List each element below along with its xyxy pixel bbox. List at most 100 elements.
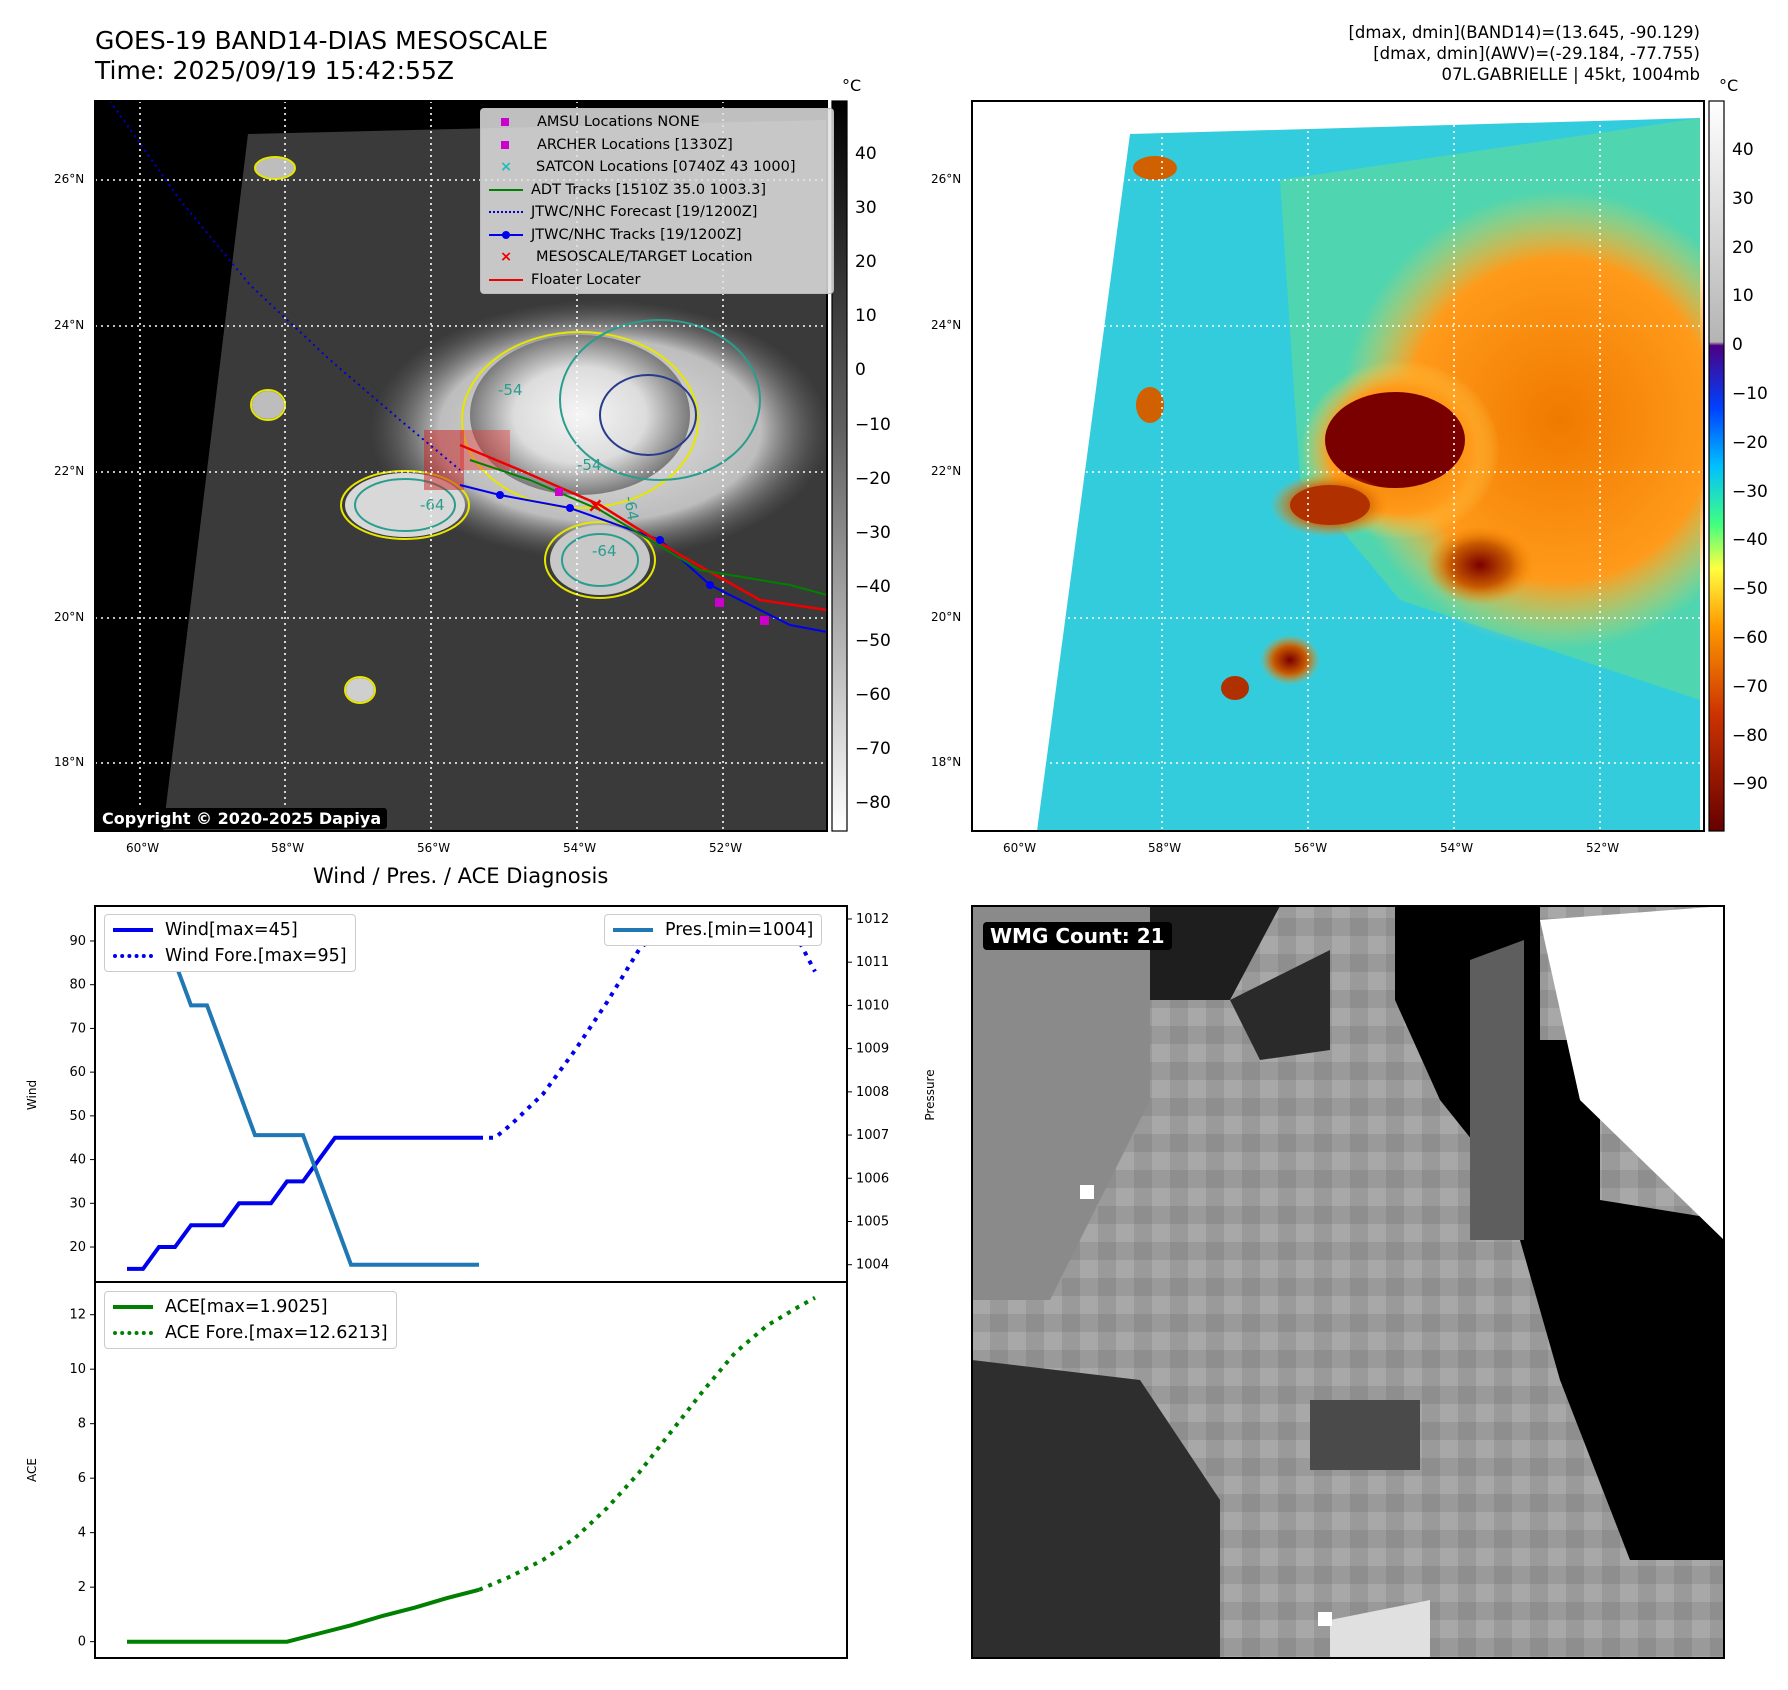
legend-wind: Wind[max=45] xyxy=(113,917,347,943)
lat-label: 26°N xyxy=(54,172,85,186)
lon-label: 58°W xyxy=(271,841,305,855)
wind-legend: Wind[max=45] Wind Fore.[max=95] xyxy=(104,914,356,972)
map-left-frame xyxy=(94,100,828,832)
gray-colorbar-tick-label: 40 xyxy=(855,144,877,164)
solid-line-icon xyxy=(113,1305,153,1309)
jtwc-track-point xyxy=(706,581,714,589)
gray-colorbar-tick-label: −80 xyxy=(855,793,891,814)
archer-location xyxy=(715,598,724,607)
wind-axis-label: Wind xyxy=(25,1080,39,1110)
wind-tick-label: 80 xyxy=(69,978,86,993)
ace-tick-label: 2 xyxy=(78,1580,86,1595)
contour-label: -64 xyxy=(420,496,445,514)
color-colorbar-tick-label: −50 xyxy=(1732,579,1768,600)
info-awv-range: [dmax, dmin](AWV)=(-29.184, -77.755) xyxy=(1373,44,1700,63)
wind-axis-ticks: 90 80 70 60 50 40 30 20 xyxy=(69,934,95,1255)
lat-label: 26°N xyxy=(931,172,962,186)
lon-label: 54°W xyxy=(563,841,597,855)
gray-colorbar-tick-label: −50 xyxy=(855,630,891,651)
contour-label: -54 xyxy=(498,381,523,399)
figure-info: [dmax, dmin](BAND14)=(13.645, -90.129) [… xyxy=(1348,22,1700,85)
legend-ace: ACE[max=1.9025] xyxy=(113,1294,388,1320)
ace-legend: ACE[max=1.9025] ACE Fore.[max=12.6213] xyxy=(104,1291,397,1349)
pressure-tick-label: 1012 xyxy=(856,912,889,927)
ace-tick-label: 4 xyxy=(78,1526,86,1541)
lon-label: 56°W xyxy=(1294,841,1328,855)
gray-colorbar-unit: °C xyxy=(842,76,862,95)
pressure-line xyxy=(127,917,479,1267)
x-marker-icon: × xyxy=(500,249,513,265)
ace-tick-label: 10 xyxy=(69,1362,86,1377)
lat-label: 20°N xyxy=(54,610,85,624)
pressure-legend: Pres.[min=1004] xyxy=(604,914,823,946)
contour-label: -54 xyxy=(577,456,602,474)
gray-colorbar-tick-label: 10 xyxy=(855,306,877,327)
lon-label: 52°W xyxy=(709,841,743,855)
solid-line-icon xyxy=(113,928,153,932)
pressure-axis-ticks: 1012 1011 1010 1009 1008 1007 1006 1005 1004 xyxy=(847,912,889,1273)
ace-tick-label: 12 xyxy=(69,1308,86,1323)
legend-ace-forecast: ACE Fore.[max=12.6213] xyxy=(113,1320,388,1346)
gray-colorbar-tick-label: 0 xyxy=(855,360,866,381)
grid-right xyxy=(972,101,1704,831)
archer-location xyxy=(555,488,563,496)
legend-item-amsu: AMSU Locations NONE xyxy=(487,111,827,134)
lat-label: 20°N xyxy=(931,610,962,624)
wind-tick-label: 40 xyxy=(69,1153,86,1168)
pressure-tick-label: 1006 xyxy=(856,1171,889,1186)
x-marker-icon: × xyxy=(500,159,513,175)
contour-label: -64 xyxy=(592,542,617,560)
square-marker-icon xyxy=(501,140,509,149)
color-colorbar-tick-label: −60 xyxy=(1732,628,1768,648)
color-colorbar-tick-label: −20 xyxy=(1732,432,1768,453)
ace-tick-label: 0 xyxy=(78,1635,86,1650)
dotted-line-icon xyxy=(113,1331,153,1335)
jtwc-track-point xyxy=(656,536,664,544)
gray-colorbar-tick-label: 20 xyxy=(855,252,877,273)
wind-tick-label: 50 xyxy=(69,1109,86,1124)
info-storm: 07L.GABRIELLE | 45kt, 1004mb xyxy=(1441,65,1701,84)
color-colorbar-tick-label: −90 xyxy=(1732,774,1768,795)
adt-track xyxy=(469,459,828,596)
mesoscale-target-marker: × xyxy=(587,493,604,517)
ace-line xyxy=(127,1587,480,1644)
pressure-tick-label: 1008 xyxy=(856,1085,889,1100)
color-colorbar-tick-label: −40 xyxy=(1732,530,1768,551)
square-marker-icon xyxy=(501,118,509,126)
legend-wind-forecast: Wind Fore.[max=95] xyxy=(113,943,347,969)
legend-item-adt: ADT Tracks [1510Z 35.0 1003.3] xyxy=(487,179,827,202)
storm-tracks: × xyxy=(109,100,828,633)
dotted-line-icon xyxy=(489,211,523,213)
legend-item-jtwc-forecast: JTWC/NHC Forecast [19/1200Z] xyxy=(487,201,827,224)
copyright-badge: Copyright © 2020-2025 Dapiya xyxy=(96,808,388,829)
jtwc-track-point xyxy=(566,504,574,512)
legend-item-jtwc-tracks: JTWC/NHC Tracks [19/1200Z] xyxy=(487,224,827,247)
gray-colorbar-tick-label: −10 xyxy=(855,414,891,435)
legend-item-target: × MESOSCALE/TARGET Location xyxy=(487,246,827,269)
contour-labels: -64 -64 -64 -54 -54 xyxy=(420,381,642,560)
jtwc-track-point xyxy=(496,491,504,499)
lat-label: 22°N xyxy=(931,464,962,478)
color-colorbar-tick-label: 10 xyxy=(1732,286,1754,307)
lat-label: 18°N xyxy=(54,755,85,769)
gray-colorbar-tick-label: −20 xyxy=(855,468,891,489)
gray-colorbar xyxy=(831,100,848,832)
line-marker-icon xyxy=(489,278,523,281)
pressure-tick-label: 1010 xyxy=(856,998,889,1013)
map-right-frame xyxy=(971,100,1705,832)
legend-item-satcon: × SATCON Locations [0740Z 43 1000] xyxy=(487,156,827,179)
lon-label: 58°W xyxy=(1148,841,1182,855)
legend-item-floater: Floater Locater xyxy=(487,269,827,292)
color-colorbar-tick-label: 0 xyxy=(1732,335,1743,356)
legend-pressure: Pres.[min=1004] xyxy=(613,917,813,943)
pressure-tick-label: 1004 xyxy=(856,1258,889,1273)
title-time: Time: 2025/09/19 15:42:55Z xyxy=(95,56,454,85)
pressure-tick-label: 1009 xyxy=(856,1042,889,1057)
line-dot-marker-icon xyxy=(489,230,523,239)
wind-tick-label: 30 xyxy=(69,1196,86,1211)
ace-forecast-line xyxy=(478,1296,816,1592)
figure-title: GOES-19 BAND14-DIAS MESOSCALE Time: 2025… xyxy=(95,26,548,86)
lon-label: 54°W xyxy=(1440,841,1474,855)
archer-location xyxy=(760,616,769,625)
